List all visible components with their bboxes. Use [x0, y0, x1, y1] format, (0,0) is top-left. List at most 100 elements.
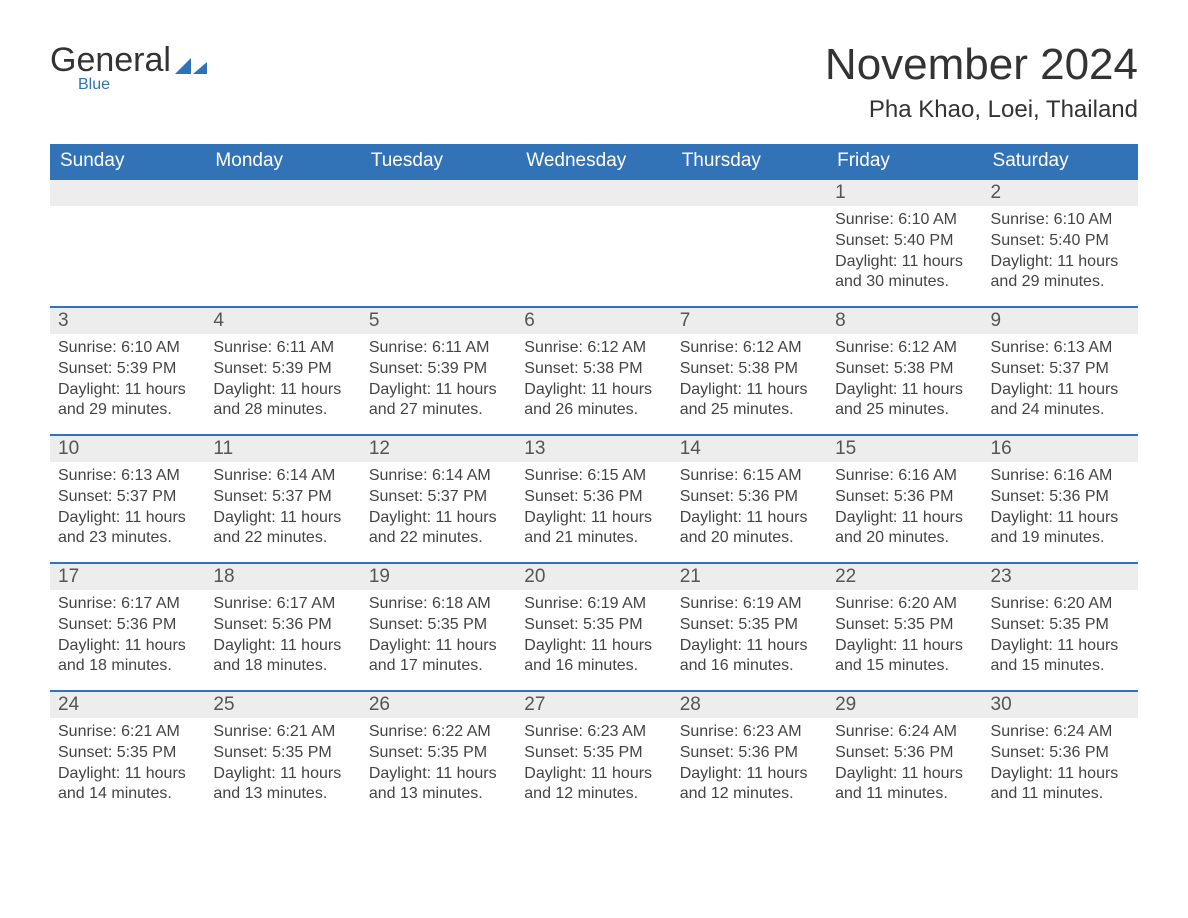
- sunrise-text: Sunrise: 6:23 AM: [680, 722, 819, 743]
- day-details: Sunrise: 6:10 AMSunset: 5:40 PMDaylight:…: [983, 206, 1138, 297]
- day-details: Sunrise: 6:22 AMSunset: 5:35 PMDaylight:…: [361, 718, 516, 809]
- sunset-text: Sunset: 5:39 PM: [213, 359, 352, 380]
- day-details: Sunrise: 6:13 AMSunset: 5:37 PMDaylight:…: [50, 462, 205, 553]
- day-details: Sunrise: 6:18 AMSunset: 5:35 PMDaylight:…: [361, 590, 516, 681]
- calendar-week-row: 24Sunrise: 6:21 AMSunset: 5:35 PMDayligh…: [50, 691, 1138, 819]
- sunset-text: Sunset: 5:35 PM: [680, 615, 819, 636]
- calendar-day-cell: 13Sunrise: 6:15 AMSunset: 5:36 PMDayligh…: [516, 435, 671, 563]
- sunset-text: Sunset: 5:36 PM: [524, 487, 663, 508]
- sunrise-text: Sunrise: 6:16 AM: [835, 466, 974, 487]
- sunset-text: Sunset: 5:36 PM: [835, 743, 974, 764]
- calendar-day-cell: 4Sunrise: 6:11 AMSunset: 5:39 PMDaylight…: [205, 307, 360, 435]
- daylight-text: Daylight: 11 hours and 13 minutes.: [213, 764, 352, 806]
- sunrise-text: Sunrise: 6:10 AM: [991, 210, 1130, 231]
- sunset-text: Sunset: 5:36 PM: [991, 743, 1130, 764]
- sunset-text: Sunset: 5:35 PM: [524, 743, 663, 764]
- sunset-text: Sunset: 5:37 PM: [991, 359, 1130, 380]
- calendar-day-cell: 15Sunrise: 6:16 AMSunset: 5:36 PMDayligh…: [827, 435, 982, 563]
- day-number: 18: [205, 564, 360, 590]
- daylight-text: Daylight: 11 hours and 15 minutes.: [991, 636, 1130, 678]
- daylight-text: Daylight: 11 hours and 23 minutes.: [58, 508, 197, 550]
- sunrise-text: Sunrise: 6:17 AM: [213, 594, 352, 615]
- daylight-text: Daylight: 11 hours and 29 minutes.: [991, 252, 1130, 294]
- daylight-text: Daylight: 11 hours and 24 minutes.: [991, 380, 1130, 422]
- calendar-day-cell: 20Sunrise: 6:19 AMSunset: 5:35 PMDayligh…: [516, 563, 671, 691]
- calendar-day-cell: 16Sunrise: 6:16 AMSunset: 5:36 PMDayligh…: [983, 435, 1138, 563]
- calendar-day-cell: 8Sunrise: 6:12 AMSunset: 5:38 PMDaylight…: [827, 307, 982, 435]
- day-details: Sunrise: 6:12 AMSunset: 5:38 PMDaylight:…: [827, 334, 982, 425]
- day-details: Sunrise: 6:20 AMSunset: 5:35 PMDaylight:…: [983, 590, 1138, 681]
- calendar-day-cell: 25Sunrise: 6:21 AMSunset: 5:35 PMDayligh…: [205, 691, 360, 819]
- calendar-day-cell: 30Sunrise: 6:24 AMSunset: 5:36 PMDayligh…: [983, 691, 1138, 819]
- weekday-header: Thursday: [672, 144, 827, 179]
- logo-flag-icon: [175, 46, 207, 80]
- sunrise-text: Sunrise: 6:19 AM: [524, 594, 663, 615]
- day-number: 26: [361, 692, 516, 718]
- sunset-text: Sunset: 5:37 PM: [58, 487, 197, 508]
- empty-day-header: [672, 180, 827, 206]
- day-number: 21: [672, 564, 827, 590]
- calendar-day-cell: 28Sunrise: 6:23 AMSunset: 5:36 PMDayligh…: [672, 691, 827, 819]
- calendar-day-cell: 2Sunrise: 6:10 AMSunset: 5:40 PMDaylight…: [983, 179, 1138, 307]
- daylight-text: Daylight: 11 hours and 11 minutes.: [835, 764, 974, 806]
- sunrise-text: Sunrise: 6:24 AM: [991, 722, 1130, 743]
- sunset-text: Sunset: 5:40 PM: [991, 231, 1130, 252]
- daylight-text: Daylight: 11 hours and 20 minutes.: [835, 508, 974, 550]
- sunset-text: Sunset: 5:35 PM: [835, 615, 974, 636]
- day-details: Sunrise: 6:23 AMSunset: 5:35 PMDaylight:…: [516, 718, 671, 809]
- day-number: 1: [827, 180, 982, 206]
- sunrise-text: Sunrise: 6:17 AM: [58, 594, 197, 615]
- day-number: 23: [983, 564, 1138, 590]
- sunset-text: Sunset: 5:36 PM: [58, 615, 197, 636]
- calendar-page: General Blue November 2024 Pha Khao, Loe…: [0, 0, 1188, 869]
- sunrise-text: Sunrise: 6:20 AM: [991, 594, 1130, 615]
- day-number: 4: [205, 308, 360, 334]
- daylight-text: Daylight: 11 hours and 27 minutes.: [369, 380, 508, 422]
- sunset-text: Sunset: 5:35 PM: [991, 615, 1130, 636]
- calendar-day-cell: [50, 179, 205, 307]
- day-number: 5: [361, 308, 516, 334]
- daylight-text: Daylight: 11 hours and 18 minutes.: [213, 636, 352, 678]
- calendar-day-cell: 11Sunrise: 6:14 AMSunset: 5:37 PMDayligh…: [205, 435, 360, 563]
- sunrise-text: Sunrise: 6:24 AM: [835, 722, 974, 743]
- day-number: 14: [672, 436, 827, 462]
- sunrise-text: Sunrise: 6:13 AM: [58, 466, 197, 487]
- calendar-week-row: 17Sunrise: 6:17 AMSunset: 5:36 PMDayligh…: [50, 563, 1138, 691]
- daylight-text: Daylight: 11 hours and 14 minutes.: [58, 764, 197, 806]
- sunrise-text: Sunrise: 6:14 AM: [369, 466, 508, 487]
- sunset-text: Sunset: 5:40 PM: [835, 231, 974, 252]
- calendar-day-cell: 23Sunrise: 6:20 AMSunset: 5:35 PMDayligh…: [983, 563, 1138, 691]
- calendar-day-cell: 1Sunrise: 6:10 AMSunset: 5:40 PMDaylight…: [827, 179, 982, 307]
- day-details: Sunrise: 6:17 AMSunset: 5:36 PMDaylight:…: [205, 590, 360, 681]
- sunrise-text: Sunrise: 6:10 AM: [58, 338, 197, 359]
- day-details: Sunrise: 6:11 AMSunset: 5:39 PMDaylight:…: [205, 334, 360, 425]
- day-details: Sunrise: 6:13 AMSunset: 5:37 PMDaylight:…: [983, 334, 1138, 425]
- sunset-text: Sunset: 5:35 PM: [369, 615, 508, 636]
- day-details: Sunrise: 6:16 AMSunset: 5:36 PMDaylight:…: [983, 462, 1138, 553]
- day-number: 28: [672, 692, 827, 718]
- sunrise-text: Sunrise: 6:14 AM: [213, 466, 352, 487]
- daylight-text: Daylight: 11 hours and 11 minutes.: [991, 764, 1130, 806]
- sunrise-text: Sunrise: 6:12 AM: [524, 338, 663, 359]
- sunrise-text: Sunrise: 6:15 AM: [524, 466, 663, 487]
- daylight-text: Daylight: 11 hours and 22 minutes.: [369, 508, 508, 550]
- day-details: Sunrise: 6:14 AMSunset: 5:37 PMDaylight:…: [361, 462, 516, 553]
- sunset-text: Sunset: 5:37 PM: [213, 487, 352, 508]
- daylight-text: Daylight: 11 hours and 18 minutes.: [58, 636, 197, 678]
- day-details: Sunrise: 6:21 AMSunset: 5:35 PMDaylight:…: [205, 718, 360, 809]
- daylight-text: Daylight: 11 hours and 16 minutes.: [524, 636, 663, 678]
- empty-day-header: [50, 180, 205, 206]
- calendar-day-cell: 14Sunrise: 6:15 AMSunset: 5:36 PMDayligh…: [672, 435, 827, 563]
- day-details: Sunrise: 6:11 AMSunset: 5:39 PMDaylight:…: [361, 334, 516, 425]
- sunrise-text: Sunrise: 6:13 AM: [991, 338, 1130, 359]
- day-details: Sunrise: 6:15 AMSunset: 5:36 PMDaylight:…: [672, 462, 827, 553]
- daylight-text: Daylight: 11 hours and 20 minutes.: [680, 508, 819, 550]
- daylight-text: Daylight: 11 hours and 21 minutes.: [524, 508, 663, 550]
- day-details: Sunrise: 6:10 AMSunset: 5:40 PMDaylight:…: [827, 206, 982, 297]
- day-details: Sunrise: 6:23 AMSunset: 5:36 PMDaylight:…: [672, 718, 827, 809]
- sunset-text: Sunset: 5:38 PM: [680, 359, 819, 380]
- sunrise-text: Sunrise: 6:21 AM: [213, 722, 352, 743]
- sunrise-text: Sunrise: 6:21 AM: [58, 722, 197, 743]
- weekday-header: Friday: [827, 144, 982, 179]
- logo-text-blue: Blue: [78, 76, 207, 94]
